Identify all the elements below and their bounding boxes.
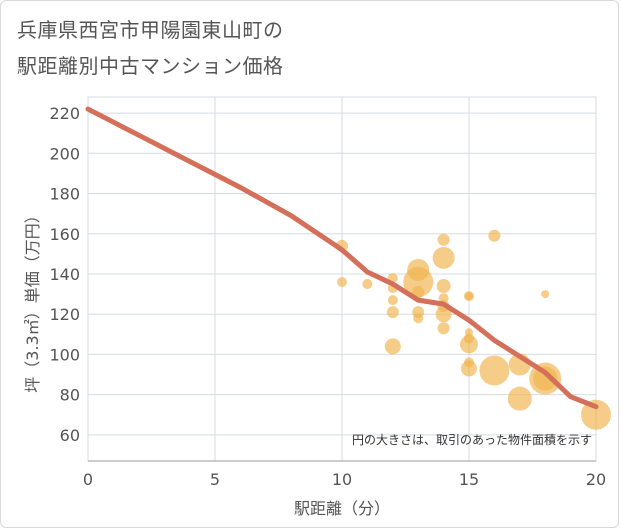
data-point-bubble [362,279,373,290]
y-tick-label: 220 [49,104,80,123]
bubble-size-note: 円の大きさは、取引のあった物件面積を示す [352,432,592,447]
data-point-bubble [541,290,550,299]
x-axis-title: 駅距離（分） [294,499,390,518]
y-tick-label: 200 [49,144,80,163]
grid [87,96,597,462]
chart-title-line-2: 駅距離別中古マンション価格 [17,54,284,78]
data-point-bubble [507,386,532,411]
trend-line-series [85,106,599,410]
y-tick-label: 160 [49,225,80,244]
data-point-bubble [387,295,398,306]
x-tick-label: 20 [586,470,606,489]
data-point-bubble [436,279,451,294]
average-price-line [85,106,599,410]
y-axis-title: 坪（3.3㎡）単価（万円） [23,207,42,392]
y-tick-label: 100 [49,345,80,364]
data-point-bubble [384,338,401,355]
y-tick-label: 60 [60,426,80,445]
data-point-bubble [460,335,478,354]
y-tick-label: 140 [49,265,80,284]
data-point-bubble [488,229,501,242]
x-tick-label: 15 [459,470,479,489]
data-point-bubble [435,306,452,323]
data-point-bubble [432,246,455,269]
chart-title-line-1: 兵庫県西宮市甲陽園東山町の [17,18,284,42]
data-point-bubble [533,366,558,391]
data-point-bubble [413,313,424,324]
x-tick-label: 5 [210,470,220,489]
data-point-bubble [337,277,347,288]
y-tick-labels: 60 80 100 120 140 160 180 200 220 [49,104,80,445]
x-tick-label: 10 [332,470,352,489]
data-point-bubble [461,360,477,377]
data-point-bubble [403,267,434,298]
data-point-bubble [437,322,450,335]
data-point-bubble [479,355,510,386]
data-point-bubble [465,292,473,301]
y-tick-label: 180 [49,185,80,204]
data-point-bubble [412,286,425,299]
y-tick-label: 120 [49,305,80,324]
data-point-bubble [438,293,449,304]
data-point-bubble [437,233,450,246]
data-point-bubble [386,306,399,319]
y-tick-label: 80 [60,386,80,405]
data-point-bubble [581,399,611,430]
x-tick-label: 0 [83,470,93,489]
bubble-series [336,229,611,430]
x-tick-labels: 0 5 10 15 20 [83,470,606,489]
